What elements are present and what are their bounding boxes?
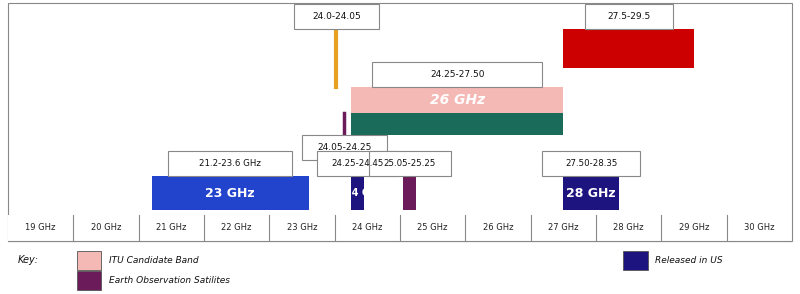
Text: 21.2-23.6 GHz: 21.2-23.6 GHz	[199, 159, 261, 168]
Text: 28 GHz: 28 GHz	[566, 187, 616, 200]
Bar	[8, 215, 792, 241]
Bar	[585, 4, 673, 29]
Text: 21 GHz: 21 GHz	[156, 223, 186, 232]
Bar	[152, 176, 309, 210]
Bar	[77, 271, 102, 290]
Text: 24 G: 24 G	[345, 188, 370, 198]
Text: 26 GHz: 26 GHz	[482, 223, 514, 232]
Bar	[351, 176, 364, 210]
Text: 29 GHz: 29 GHz	[679, 223, 709, 232]
Text: 25 GHz: 25 GHz	[418, 223, 448, 232]
Bar	[403, 176, 416, 210]
Text: 25.05-25.25: 25.05-25.25	[384, 159, 436, 168]
Text: 30 GHz: 30 GHz	[744, 223, 774, 232]
Text: 23 GHz: 23 GHz	[286, 223, 318, 232]
Text: 24.0-24.05: 24.0-24.05	[312, 12, 361, 21]
Text: 24.05-24.25: 24.05-24.25	[318, 143, 372, 152]
Text: 27.50-28.35: 27.50-28.35	[565, 159, 618, 168]
Bar	[317, 151, 398, 176]
Bar	[168, 151, 292, 176]
Text: 24 GHz: 24 GHz	[352, 223, 382, 232]
Bar	[302, 135, 387, 160]
Text: 24.25-27.50: 24.25-27.50	[430, 70, 485, 79]
Text: 26 GHz: 26 GHz	[430, 93, 485, 107]
Bar	[563, 29, 694, 68]
Bar	[8, 3, 792, 241]
Bar	[351, 87, 563, 113]
Bar	[369, 151, 450, 176]
Text: 22 GHz: 22 GHz	[222, 223, 252, 232]
Text: Earth Observation Satilites: Earth Observation Satilites	[110, 276, 230, 285]
Text: 20 GHz: 20 GHz	[91, 223, 121, 232]
Bar	[77, 250, 102, 270]
Bar	[372, 62, 542, 87]
Bar	[563, 176, 619, 210]
Text: 28 GHz: 28 GHz	[614, 223, 644, 232]
Text: 23 GHz: 23 GHz	[206, 187, 255, 200]
Bar	[351, 113, 563, 135]
Bar	[622, 250, 648, 270]
Text: Key:: Key:	[18, 255, 38, 265]
Text: ITU Candidate Band: ITU Candidate Band	[110, 256, 199, 265]
Text: 19 GHz: 19 GHz	[26, 223, 56, 232]
Bar	[542, 151, 640, 176]
Bar	[294, 4, 378, 29]
Text: 24.25-24.45: 24.25-24.45	[331, 159, 384, 168]
Text: Released in US: Released in US	[655, 256, 723, 265]
Text: 27 GHz: 27 GHz	[548, 223, 578, 232]
Text: 27.5-29.5: 27.5-29.5	[607, 12, 650, 21]
